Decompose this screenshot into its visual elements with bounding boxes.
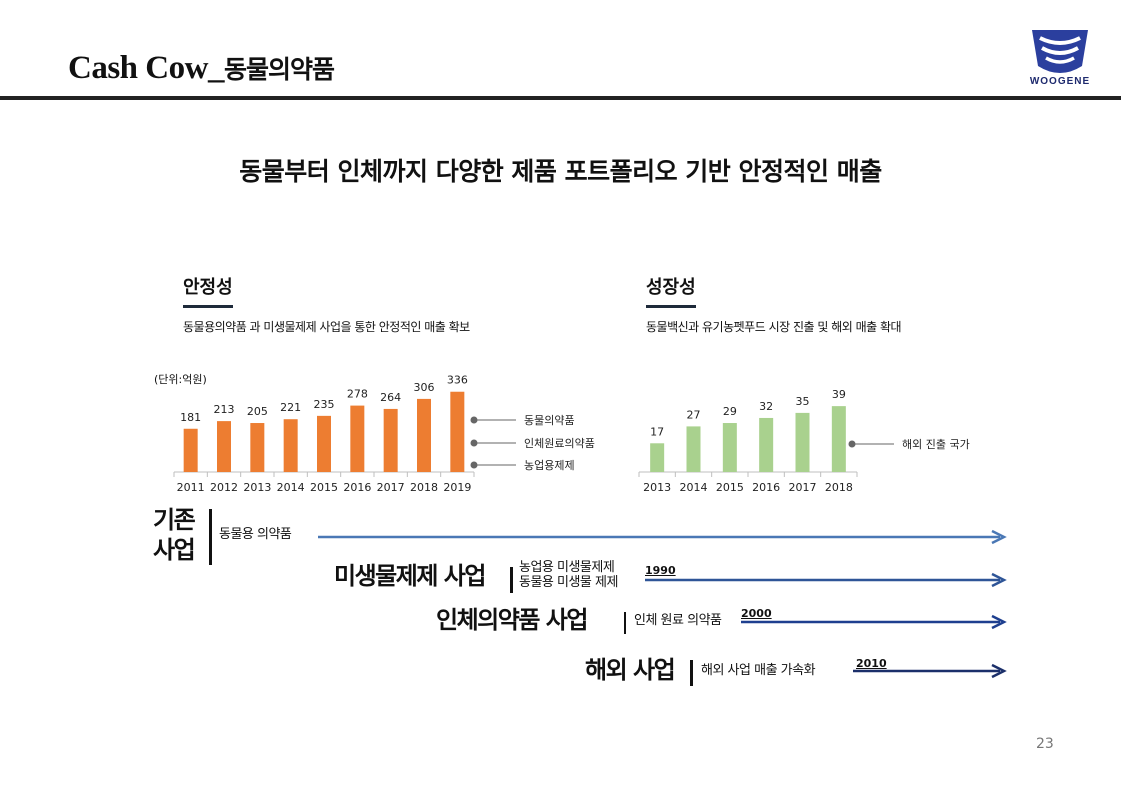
- human-business-desc: 인체 원료 의약품: [634, 613, 722, 628]
- subtitle: 동물부터 인체까지 다양한 제품 포트폴리오 기반 안정적인 매출: [239, 157, 882, 186]
- unit-label: (단위:억원): [154, 373, 207, 386]
- company-logo: WOOGENE: [1020, 22, 1100, 88]
- page-title: Cash Cow_동물의약품: [68, 50, 335, 86]
- overseas-arrow: [853, 663, 1007, 679]
- microbial-business-desc: 농업용 미생물제제 동물용 미생물 제제: [519, 560, 618, 590]
- woogene-logo-icon: WOOGENE: [1030, 30, 1090, 87]
- overseas-year: 2010: [856, 657, 887, 670]
- human-business-title: 인체의약품 사업: [436, 606, 588, 634]
- microbial-arrow: [645, 572, 1007, 588]
- existing-divider: [209, 509, 212, 565]
- microbial-year: 1990: [645, 564, 676, 577]
- human-arrow: [741, 614, 1007, 630]
- existing-business-desc: 동물용 의약품: [219, 527, 292, 542]
- microbial-business-title: 미생물제제 사업: [334, 562, 486, 590]
- overseas-divider: [690, 660, 693, 686]
- overseas-business-title: 해외 사업: [585, 656, 676, 684]
- page-number: 23: [1036, 736, 1054, 752]
- logo-text: WOOGENE: [1030, 76, 1090, 87]
- human-divider: [624, 612, 626, 634]
- existing-arrow: [318, 529, 1007, 545]
- microbial-divider: [510, 567, 513, 593]
- stability-description: 동물용의약품 과 미생물제제 사업을 통한 안정적인 매출 확보: [183, 320, 470, 334]
- overseas-business-desc: 해외 사업 매출 가속화: [701, 663, 816, 678]
- existing-business-title: 기존 사업: [153, 506, 196, 564]
- growth-heading: 성장성: [646, 273, 696, 308]
- growth-description: 동물백신과 유기농펫푸드 시장 진출 및 해외 매출 확대: [646, 320, 902, 334]
- stability-heading: 안정성: [183, 273, 233, 308]
- human-year: 2000: [741, 607, 772, 620]
- header-rule: [0, 96, 1121, 100]
